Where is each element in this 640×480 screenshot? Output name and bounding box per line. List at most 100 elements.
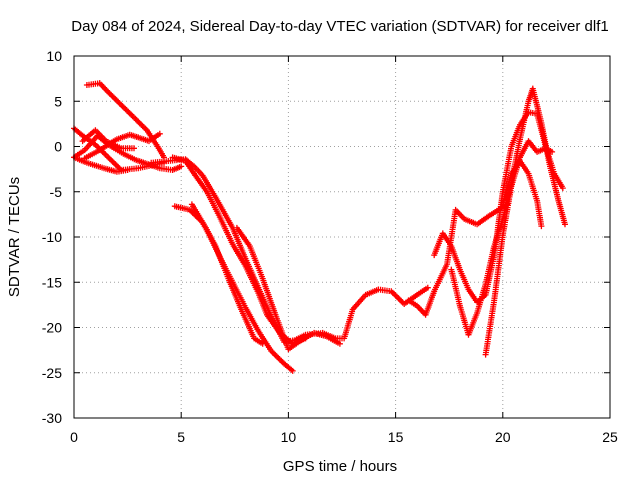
data-point-segment <box>105 89 123 107</box>
x-tick-label: 0 <box>70 429 78 445</box>
axes: 0 5 10 15 20 25 -30 -25 -20 -15 -10 -5 0 5 10 <box>42 48 618 445</box>
data-point-segment <box>83 80 101 88</box>
data-point-segment <box>547 163 561 202</box>
data-point-segment <box>439 230 454 248</box>
data-point-segment <box>216 253 235 284</box>
data-point-segment <box>216 214 235 246</box>
data-point-segment <box>499 172 514 206</box>
data-point-segment <box>92 127 108 143</box>
y-tick-label: -20 <box>42 320 62 336</box>
data-point-segment <box>118 101 136 120</box>
data-point-segment <box>156 165 174 173</box>
data-point-segment <box>375 286 393 294</box>
data-point-segment <box>551 170 566 192</box>
y-tick-label: -25 <box>42 365 62 381</box>
series-arc4 <box>71 154 131 175</box>
y-tick-label: 10 <box>46 48 62 64</box>
data-point-segment <box>482 245 497 288</box>
data-point-segment <box>465 286 479 304</box>
x-tick-label: 15 <box>388 429 404 445</box>
data-points <box>71 80 568 374</box>
data-point-segment <box>255 290 270 316</box>
data-point-segment <box>169 163 185 173</box>
data-point-segment <box>199 172 218 199</box>
data-point-segment <box>131 114 149 132</box>
x-tick-label: 20 <box>495 429 511 445</box>
x-tick-label: 25 <box>602 429 618 445</box>
data-point-segment <box>422 290 437 318</box>
data-point-segment <box>555 197 568 228</box>
series-arc6 <box>79 127 137 152</box>
y-tick-label: -30 <box>42 410 62 426</box>
data-point-segment <box>233 224 252 248</box>
data-point-segment <box>264 311 282 335</box>
data-point-segment <box>191 170 209 194</box>
data-point-segment <box>482 299 497 358</box>
data-point-segment <box>491 234 506 304</box>
data-point-segment <box>529 85 544 124</box>
data-point-segment <box>517 100 532 143</box>
y-tick-label: 5 <box>54 93 62 109</box>
data-point-segment <box>499 145 514 195</box>
data-point-segment <box>474 213 492 228</box>
data-point-segment <box>298 331 316 344</box>
data-point-segment <box>448 243 463 271</box>
data-point-segment <box>324 333 343 347</box>
data-point-segment <box>465 312 480 338</box>
x-tick-label: 10 <box>281 429 297 445</box>
series-arc7 <box>148 156 431 345</box>
y-tick-label: 0 <box>54 139 62 155</box>
data-point-segment <box>525 138 539 154</box>
series-arc10 <box>188 201 296 374</box>
data-point-segment <box>259 275 278 316</box>
data-point-segment <box>525 170 540 202</box>
data-point-segment <box>474 283 488 316</box>
data-point-segment <box>542 145 556 155</box>
data-point-segment <box>452 206 466 221</box>
data-point-segment <box>120 150 138 163</box>
data-point-segment <box>268 348 286 366</box>
data-point-segment <box>499 185 514 239</box>
data-point-segment <box>242 304 261 333</box>
chart-title: Day 084 of 2024, Sidereal Day-to-day VTE… <box>71 18 608 35</box>
series-arc11 <box>233 224 343 353</box>
data-point-segment <box>272 311 291 351</box>
data-point-segment <box>229 224 248 260</box>
data-point-segment <box>118 145 137 152</box>
data-point-segment <box>431 232 445 259</box>
data-point-segment <box>281 360 296 374</box>
data-point-segment <box>538 120 553 168</box>
data-point-segment <box>517 158 531 175</box>
data-point-segment <box>491 218 506 250</box>
data-point-segment <box>486 207 500 219</box>
data-point-segment <box>154 143 167 161</box>
data-point-segment <box>188 201 209 231</box>
data-point-segment <box>534 197 545 230</box>
data-point-segment <box>431 263 450 295</box>
data-point-segment <box>229 241 248 268</box>
data-point-segment <box>105 154 123 172</box>
data-point-segment <box>182 158 196 175</box>
data-point-segment <box>255 328 274 353</box>
data-point-segment <box>238 306 257 340</box>
data-point-segment <box>203 188 222 219</box>
y-tick-label: -15 <box>42 274 62 290</box>
data-point-segment <box>113 167 131 175</box>
data-point-segment <box>212 194 235 230</box>
data-point-segment <box>103 138 123 151</box>
data-point-segment <box>414 284 431 298</box>
data-point-segment <box>79 128 97 145</box>
x-axis-label: GPS time / hours <box>283 458 397 475</box>
data-point-segment <box>405 297 419 308</box>
y-tick-label: -5 <box>50 184 63 200</box>
data-point-segment <box>534 146 547 155</box>
data-point-segment <box>362 287 380 298</box>
data-point-segment <box>461 215 479 227</box>
data-point-segment <box>388 288 406 306</box>
data-point-segment <box>448 266 463 307</box>
data-point-segment <box>242 263 261 295</box>
x-tick-label: 5 <box>177 429 185 445</box>
data-point-segment <box>81 148 101 162</box>
data-point-segment <box>251 335 266 347</box>
